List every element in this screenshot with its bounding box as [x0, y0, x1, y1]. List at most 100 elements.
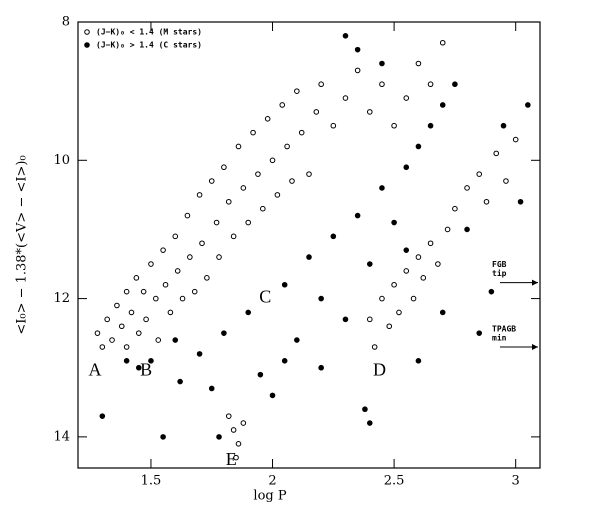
data-point [500, 122, 507, 129]
data-point [257, 371, 264, 378]
data-point [148, 261, 154, 267]
data-point [386, 323, 393, 330]
data-point [488, 288, 495, 295]
data-point [109, 337, 115, 343]
data-point [366, 261, 373, 267]
data-point [294, 88, 300, 94]
data-point [476, 171, 483, 177]
data-point [118, 323, 125, 330]
data-point [230, 233, 237, 240]
data-point [427, 122, 434, 129]
data-point [503, 178, 509, 184]
data-point [208, 178, 215, 184]
data-point [230, 427, 237, 433]
data-point [213, 219, 220, 226]
x-tick-label: 2.5 [384, 474, 405, 489]
data-point [269, 157, 276, 164]
data-point [114, 302, 120, 309]
data-point [260, 205, 266, 212]
data-point [366, 420, 373, 426]
data-point [366, 109, 373, 115]
data-point [379, 185, 385, 191]
data-point [191, 288, 198, 295]
data-point [221, 164, 227, 171]
data-point [379, 295, 385, 302]
data-point [184, 212, 191, 219]
arrow-head [532, 343, 538, 350]
data-point [269, 392, 276, 399]
data-point [281, 281, 288, 288]
data-point [318, 364, 324, 371]
data-point [216, 254, 222, 260]
data-point [274, 192, 281, 198]
data-point [250, 129, 256, 136]
data-point [464, 226, 470, 233]
arrow-label: tip [492, 268, 507, 278]
data-point [135, 330, 142, 336]
data-point [318, 81, 324, 88]
data-point [162, 281, 169, 288]
annotation: A [89, 359, 102, 379]
data-point [177, 378, 183, 385]
data-point [435, 261, 441, 267]
data-point [439, 39, 446, 46]
data-point [415, 254, 422, 260]
data-point [439, 309, 446, 316]
data-point [379, 81, 385, 88]
data-point [167, 309, 174, 316]
data-point [403, 247, 410, 253]
data-point [391, 281, 397, 288]
data-point [464, 185, 470, 191]
data-point [284, 143, 290, 150]
data-point [133, 275, 140, 281]
arrow-label: TPAGB [492, 324, 516, 333]
data-point [403, 95, 410, 101]
data-point [99, 344, 106, 350]
data-point [235, 440, 242, 447]
legend-marker [84, 29, 90, 35]
data-point [174, 268, 181, 274]
data-point [298, 129, 305, 136]
data-point [362, 406, 368, 413]
arrow-label: FGB [492, 260, 507, 269]
data-point [403, 164, 410, 171]
arrow-head [532, 279, 538, 286]
data-point [160, 434, 166, 440]
data-point [354, 46, 361, 53]
data-point [99, 413, 106, 419]
data-point [391, 122, 397, 129]
data-point [216, 434, 222, 440]
data-point [279, 102, 286, 108]
data-point [354, 67, 361, 74]
data-point [452, 81, 458, 88]
data-point [342, 33, 349, 39]
data-point [330, 233, 337, 240]
y-tick-label: 8 [62, 15, 70, 30]
data-point [255, 171, 261, 177]
data-point [199, 240, 205, 247]
legend-label: (J−K)₀ > 1.4 (C stars) [96, 41, 202, 50]
annotation: C [259, 287, 271, 307]
data-point [403, 268, 410, 274]
data-point [306, 171, 312, 177]
data-point [196, 192, 203, 198]
data-point [172, 337, 179, 343]
data-point [517, 198, 524, 205]
data-point [208, 385, 215, 392]
annotation: B [140, 359, 152, 379]
data-point [444, 226, 451, 233]
data-point [140, 288, 147, 295]
data-point [289, 178, 295, 184]
data-point [123, 344, 130, 350]
data-point [160, 247, 166, 253]
data-point [512, 136, 519, 143]
data-point [94, 330, 101, 336]
data-point [415, 358, 422, 364]
annotation: D [373, 359, 386, 379]
data-point [225, 198, 232, 205]
data-point [342, 316, 349, 323]
data-point [240, 420, 247, 426]
x-tick-label: 3 [512, 474, 520, 489]
data-point [379, 60, 385, 67]
